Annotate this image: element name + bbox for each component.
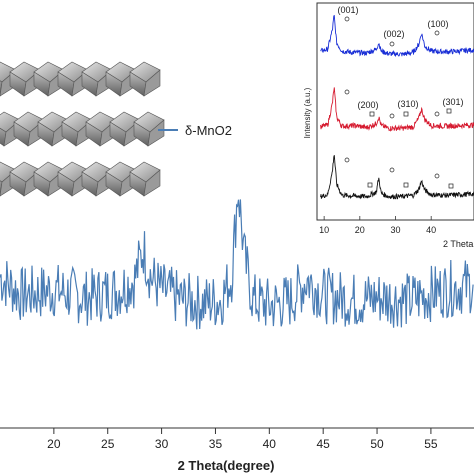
main-x-tick-label: 55 bbox=[424, 437, 438, 451]
main-x-tick-label: 50 bbox=[370, 437, 384, 451]
inset-series-line bbox=[320, 87, 474, 132]
inset-peak-annotations: (001) (002) (100) (200) (310) (301) bbox=[337, 5, 464, 189]
inset-x-ticks: 10 20 30 40 bbox=[319, 216, 436, 235]
main-x-tick-label: 25 bbox=[101, 437, 115, 451]
inset-x-tick-label: 40 bbox=[426, 225, 436, 235]
inset-peak-marker-circle bbox=[344, 16, 350, 22]
main-x-tick-label: 30 bbox=[155, 437, 169, 451]
inset-series-lines bbox=[320, 14, 474, 200]
octahedron-front-face bbox=[143, 69, 161, 97]
main-x-ticks: 20 25 30 35 40 45 50 55 bbox=[47, 428, 438, 451]
inset-peak-marker-circle bbox=[434, 111, 440, 117]
inset-peak-marker-circle bbox=[434, 173, 440, 179]
inset-peak-marker-circle bbox=[389, 167, 395, 173]
inset-xrd-chart: 10 20 30 40 (001)(002)(100)(200) (310) (301) … bbox=[302, 1, 474, 249]
main-x-axis-label: 2 Theta(degree) bbox=[178, 458, 275, 473]
inset-y-axis-label: Intensity (a.u.) bbox=[303, 87, 312, 138]
inset-peak-marker-square bbox=[446, 108, 452, 114]
inset-peak-marker-square bbox=[369, 111, 375, 117]
legend: δ-MnO2 bbox=[158, 123, 232, 138]
inset-series-line bbox=[320, 14, 474, 57]
inset-peak-marker-circle bbox=[389, 113, 395, 119]
octahedron-front-face bbox=[147, 119, 165, 147]
layered-crystal-structure-illustration bbox=[0, 61, 165, 197]
inset-peak-label: (310) bbox=[397, 99, 418, 109]
inset-x-tick-label: 20 bbox=[355, 225, 365, 235]
inset-x-axis-label: 2 Theta bbox=[443, 239, 473, 249]
inset-x-tick-label: 10 bbox=[319, 225, 329, 235]
main-series-line bbox=[0, 199, 474, 330]
main-x-tick-label: 20 bbox=[47, 437, 61, 451]
inset-peak-label: (100) bbox=[427, 19, 448, 29]
main-x-tick-label: 45 bbox=[317, 437, 331, 451]
inset-peak-label: (301) bbox=[442, 97, 463, 107]
inset-peak-label: (200) bbox=[357, 100, 378, 110]
main-xrd-chart: 20 25 30 35 40 45 50 55 2 Theta(degree) bbox=[0, 199, 474, 473]
inset-peak-marker-square bbox=[367, 182, 373, 188]
inset-peak-marker-square bbox=[403, 111, 409, 117]
octahedron-front-face bbox=[143, 169, 161, 197]
inset-peak-marker-circle bbox=[389, 41, 395, 47]
inset-peak-marker-circle bbox=[434, 30, 440, 36]
inset-x-tick-label: 30 bbox=[390, 225, 400, 235]
inset-peak-marker-square bbox=[403, 182, 409, 188]
legend-label: δ-MnO2 bbox=[185, 123, 232, 138]
main-x-tick-label: 35 bbox=[209, 437, 223, 451]
inset-peak-label: (001) bbox=[337, 5, 358, 15]
main-x-tick-label: 40 bbox=[263, 437, 277, 451]
inset-peak-marker-circle bbox=[344, 157, 350, 163]
inset-series-line bbox=[320, 155, 474, 200]
inset-peak-marker-square bbox=[448, 183, 454, 189]
inset-peak-label: (002) bbox=[383, 29, 404, 39]
inset-peak-marker-circle bbox=[344, 89, 350, 95]
